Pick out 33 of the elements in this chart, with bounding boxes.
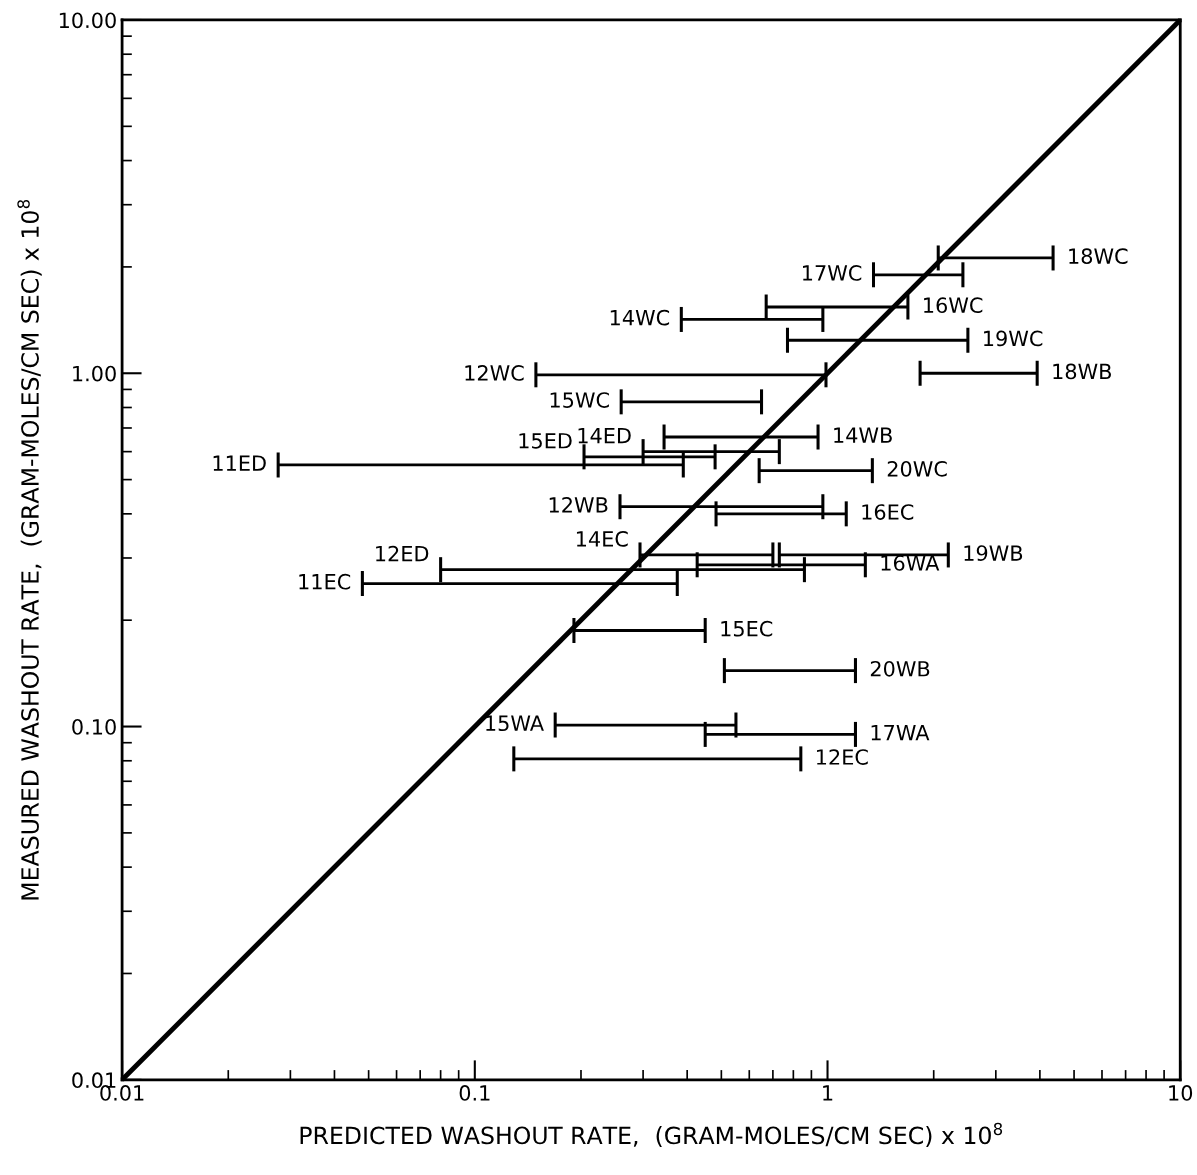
x-tick-label: 1 [823, 1085, 833, 1101]
x-tick-label: 10 [1169, 1085, 1193, 1101]
annotation: 12ED [376, 545, 429, 562]
x-axis-title: PREDICTED WASHOUT RATE, (GRAM-MOLES/CM SEC) x 10$^{8}$ [300, 1122, 1003, 1148]
annotation: 17WC [803, 265, 862, 281]
annotation: 11ED [213, 455, 266, 471]
annotation: 12EC [817, 749, 868, 765]
y-tick-label: 0.10 [72, 718, 116, 735]
annotation: 12WC [465, 365, 524, 381]
annotation: 16WC [924, 297, 983, 314]
annotation: 15ED [519, 433, 572, 449]
annotation: 17WA [871, 724, 930, 741]
y-tick-label: 1.00 [73, 365, 116, 382]
annotation: 20WC [887, 460, 947, 477]
annotation: 16EC [862, 504, 914, 520]
annotation: 15WA [486, 715, 544, 732]
annotation: 14WC [610, 309, 670, 326]
annotation: 20WB [870, 660, 930, 677]
annotation: 14WB [834, 427, 892, 443]
annotation: 16WA [881, 555, 940, 571]
annotation: 11EC [299, 573, 351, 590]
annotation: 14EC [576, 530, 628, 547]
annotation: 12WB [549, 497, 608, 513]
x-tick-label: 0.1 [459, 1085, 490, 1101]
annotation: 15WC [550, 392, 609, 408]
annotation: 18WC [1069, 248, 1128, 265]
annotation: 19WC [984, 330, 1043, 347]
y-axis-title: MEASURED WASHOUT RATE, (GRAM-MOLES/CM SEC) x 10$^{8}$ [17, 199, 42, 900]
annotation: 18WB [1053, 363, 1111, 380]
annotation: 14ED [578, 427, 631, 444]
annotation: 15EC [721, 620, 773, 637]
annotation: 19WB [964, 545, 1023, 561]
y-tick-label: 10.00 [59, 12, 116, 29]
